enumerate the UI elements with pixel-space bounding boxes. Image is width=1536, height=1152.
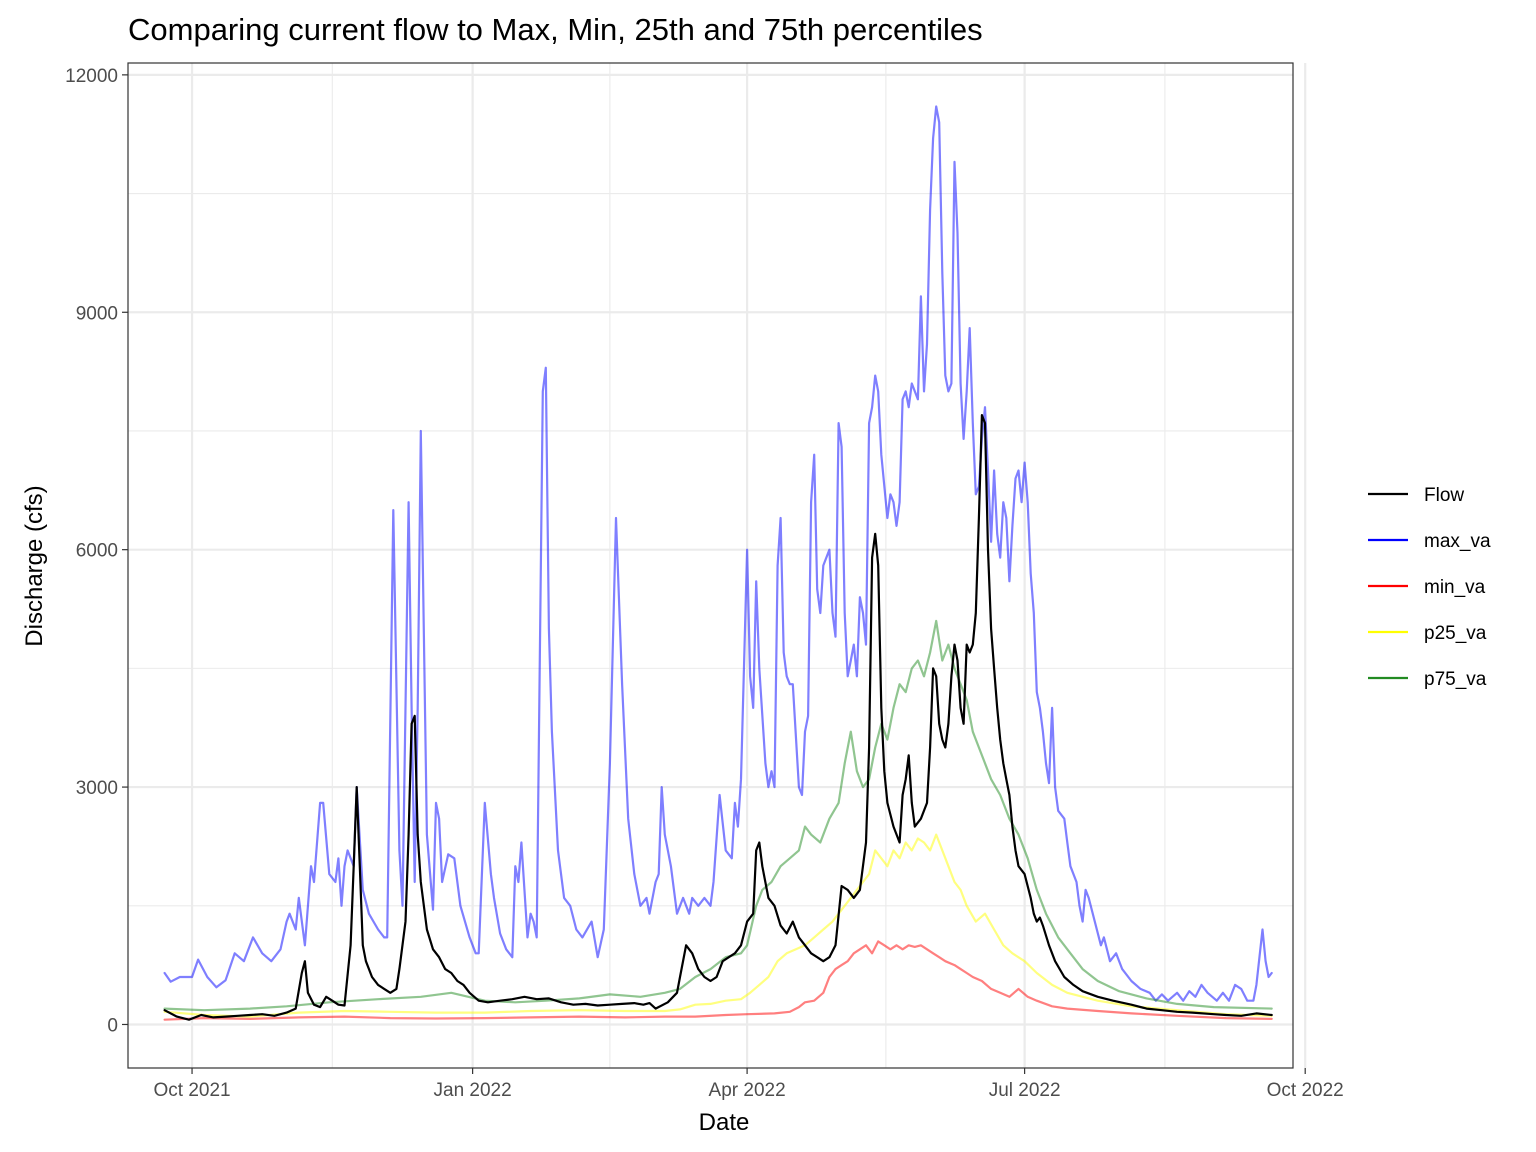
y-axis-title: Discharge (cfs) [21, 485, 48, 646]
legend-item-p75-va: p75_va [1368, 669, 1487, 690]
legend: Flow max_va min_va p25_va p75_va [1368, 485, 1491, 690]
x-tick-label: Oct 2022 [1267, 1080, 1344, 1101]
legend-item-p25-va: p25_va [1368, 623, 1487, 644]
y-tick-label: 9000 [76, 303, 118, 324]
y-tick-label: 6000 [76, 541, 118, 562]
x-tick-label: Apr 2022 [709, 1080, 786, 1101]
series-line-min-va [163, 940, 1273, 1021]
x-tick-label: Oct 2021 [153, 1080, 230, 1101]
series-line-max-va [163, 105, 1273, 1002]
chart-title: Comparing current flow to Max, Min, 25th… [128, 12, 983, 47]
legend-label: max_va [1424, 531, 1491, 552]
legend-item-max-va: max_va [1368, 531, 1491, 552]
plot-panel-border [127, 62, 1294, 1069]
series-line-p25-va [163, 833, 1273, 1018]
y-tick-label: 12000 [65, 66, 118, 87]
x-axis-title: Date [699, 1109, 750, 1136]
x-tick-label: Jan 2022 [434, 1080, 512, 1101]
legend-item-min-va: min_va [1368, 577, 1486, 598]
legend-label: Flow [1424, 485, 1464, 506]
x-tick-label: Jul 2022 [989, 1080, 1061, 1101]
legend-label: p25_va [1424, 623, 1487, 644]
series-layer [163, 105, 1273, 1021]
grid-major [128, 63, 1307, 1068]
series-line-flow [163, 414, 1273, 1021]
legend-item-flow: Flow [1368, 485, 1464, 506]
y-axis: 0 3000 6000 9000 12000 [65, 66, 128, 1036]
y-tick-label: 0 [107, 1015, 118, 1036]
x-axis: Oct 2021 Jan 2022 Apr 2022 Jul 2022 Oct 2022 [153, 1068, 1344, 1101]
legend-label: p75_va [1424, 669, 1487, 690]
legend-label: min_va [1424, 577, 1486, 598]
y-tick-label: 3000 [76, 778, 118, 799]
grid-minor [128, 63, 1293, 1068]
series-line-p75-va [163, 619, 1273, 1012]
